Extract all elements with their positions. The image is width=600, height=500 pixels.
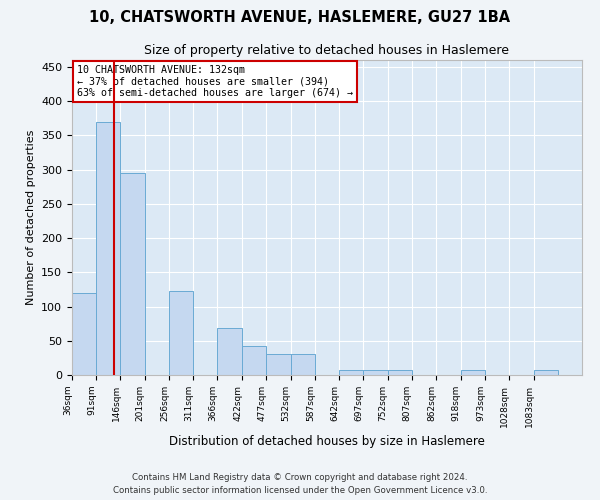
Bar xyxy=(364,370,388,375)
Bar xyxy=(217,328,242,375)
Bar xyxy=(339,370,364,375)
Text: 10, CHATSWORTH AVENUE, HASLEMERE, GU27 1BA: 10, CHATSWORTH AVENUE, HASLEMERE, GU27 1… xyxy=(89,10,511,25)
X-axis label: Distribution of detached houses by size in Haslemere: Distribution of detached houses by size … xyxy=(169,435,485,448)
Bar xyxy=(169,292,193,375)
Bar xyxy=(96,122,121,375)
Bar xyxy=(533,370,558,375)
Bar xyxy=(121,173,145,375)
Text: 10 CHATSWORTH AVENUE: 132sqm
← 37% of detached houses are smaller (394)
63% of s: 10 CHATSWORTH AVENUE: 132sqm ← 37% of de… xyxy=(77,64,353,98)
Bar xyxy=(266,354,290,375)
Bar xyxy=(461,370,485,375)
Bar xyxy=(388,370,412,375)
Text: Contains HM Land Registry data © Crown copyright and database right 2024.
Contai: Contains HM Land Registry data © Crown c… xyxy=(113,474,487,495)
Bar xyxy=(72,293,96,375)
Bar xyxy=(242,346,266,375)
Bar xyxy=(290,354,315,375)
Y-axis label: Number of detached properties: Number of detached properties xyxy=(26,130,35,305)
Title: Size of property relative to detached houses in Haslemere: Size of property relative to detached ho… xyxy=(145,44,509,58)
